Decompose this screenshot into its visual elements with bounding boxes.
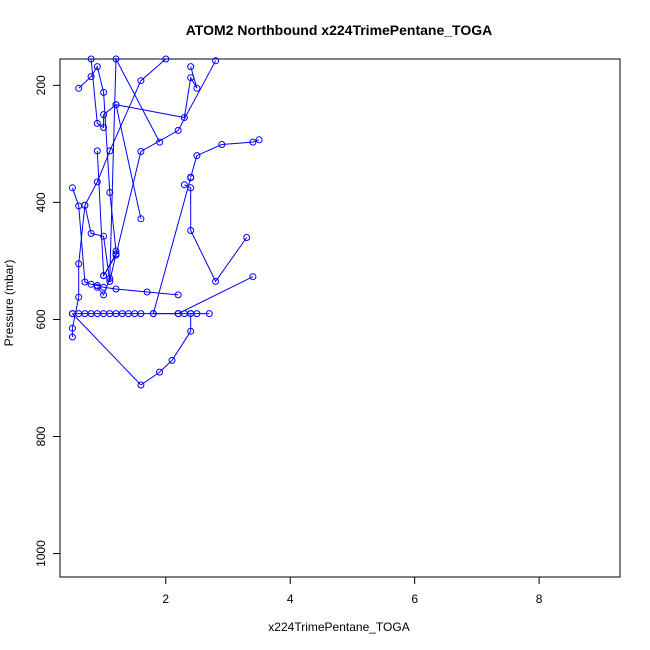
series-group: [180, 181, 251, 285]
series-group: [68, 310, 195, 389]
y-tick-label: 800: [34, 426, 48, 446]
series-group: [149, 174, 257, 318]
y-tick-label: 1000: [34, 540, 48, 567]
x-tick-label: 4: [287, 592, 294, 606]
x-tick-label: 6: [411, 592, 418, 606]
series-group: [75, 63, 120, 255]
data-point: [212, 277, 220, 285]
data-point: [162, 55, 170, 63]
y-tick-label: 400: [34, 192, 48, 212]
y-tick-label: 200: [34, 75, 48, 95]
data-point: [100, 291, 108, 299]
data-point: [249, 138, 257, 146]
y-axis-label: Pressure (mbar): [2, 260, 16, 347]
data-point: [187, 174, 195, 182]
data-point: [81, 278, 89, 286]
data-point: [174, 310, 182, 318]
series-group: [93, 57, 220, 280]
data-point: [93, 147, 101, 155]
data-point: [87, 55, 95, 63]
data-point: [106, 189, 114, 196]
data-point: [180, 114, 188, 121]
data-point: [137, 310, 145, 318]
data-point: [81, 201, 89, 209]
data-point: [112, 251, 120, 259]
data-point: [87, 73, 95, 81]
data-point: [75, 84, 83, 92]
data-point: [93, 178, 101, 186]
data-point: [174, 126, 182, 134]
data-point: [93, 283, 101, 291]
data-point: [143, 288, 151, 296]
x-axis-ticks: 2 4 6 8: [162, 577, 543, 606]
series-line: [71, 187, 179, 296]
data-point: [187, 74, 195, 82]
y-tick-label: 600: [34, 309, 48, 329]
data-point: [100, 272, 108, 280]
data-point: [100, 124, 108, 131]
data-point: [218, 141, 226, 148]
data-point: [205, 310, 213, 318]
data-point: [156, 368, 164, 376]
x-tick-label: 2: [162, 592, 169, 606]
series-line: [184, 184, 248, 283]
data-point: [112, 101, 120, 109]
data-point: [75, 293, 83, 301]
data-point: [68, 310, 76, 318]
data-point: [137, 215, 145, 223]
data-point: [137, 148, 145, 155]
data-point: [75, 260, 83, 268]
data-point: [187, 310, 195, 318]
data-point: [137, 381, 145, 389]
y-axis-ticks: 200 400 600 800 1000: [34, 75, 60, 567]
data-point: [156, 138, 164, 146]
data-point: [187, 63, 195, 71]
data-point: [93, 63, 101, 71]
x-tick-label: 8: [536, 592, 543, 606]
data-point: [180, 181, 188, 189]
series-group: [112, 63, 201, 121]
series-line: [190, 139, 260, 178]
series-group: [68, 184, 182, 299]
data-point: [100, 88, 108, 96]
data-point: [100, 111, 108, 119]
x-axis-label: x224TrimePentane_TOGA: [268, 620, 409, 634]
data-point: [112, 285, 120, 293]
data-point: [93, 119, 101, 127]
data-point: [68, 324, 76, 332]
data-point: [137, 77, 145, 85]
data-point: [112, 55, 120, 63]
data-series-layer: [68, 55, 263, 389]
series-group: [68, 55, 170, 341]
series-line: [152, 177, 254, 315]
data-point: [212, 57, 220, 65]
series-line: [72, 313, 192, 386]
data-point: [187, 327, 195, 335]
series-group: [93, 55, 164, 299]
data-point: [68, 333, 76, 341]
plot-frame: [59, 58, 621, 578]
series-group: [187, 136, 263, 181]
data-point: [187, 227, 195, 234]
series-line: [96, 60, 217, 278]
series-line: [115, 66, 198, 119]
data-point: [100, 232, 108, 240]
series-group: [87, 55, 145, 223]
data-point: [68, 184, 76, 192]
data-point: [249, 273, 257, 281]
data-point: [243, 234, 251, 241]
data-point: [193, 84, 201, 92]
data-point: [106, 275, 114, 282]
data-point: [255, 136, 263, 144]
data-point: [193, 152, 201, 160]
data-point: [149, 310, 157, 318]
data-point: [168, 356, 176, 364]
data-point: [174, 291, 182, 299]
chart-title: ATOM2 Northbound x224TrimePentane_TOGA: [186, 22, 493, 38]
data-point: [87, 229, 95, 237]
series-line: [71, 58, 167, 337]
series-line: [90, 58, 142, 219]
